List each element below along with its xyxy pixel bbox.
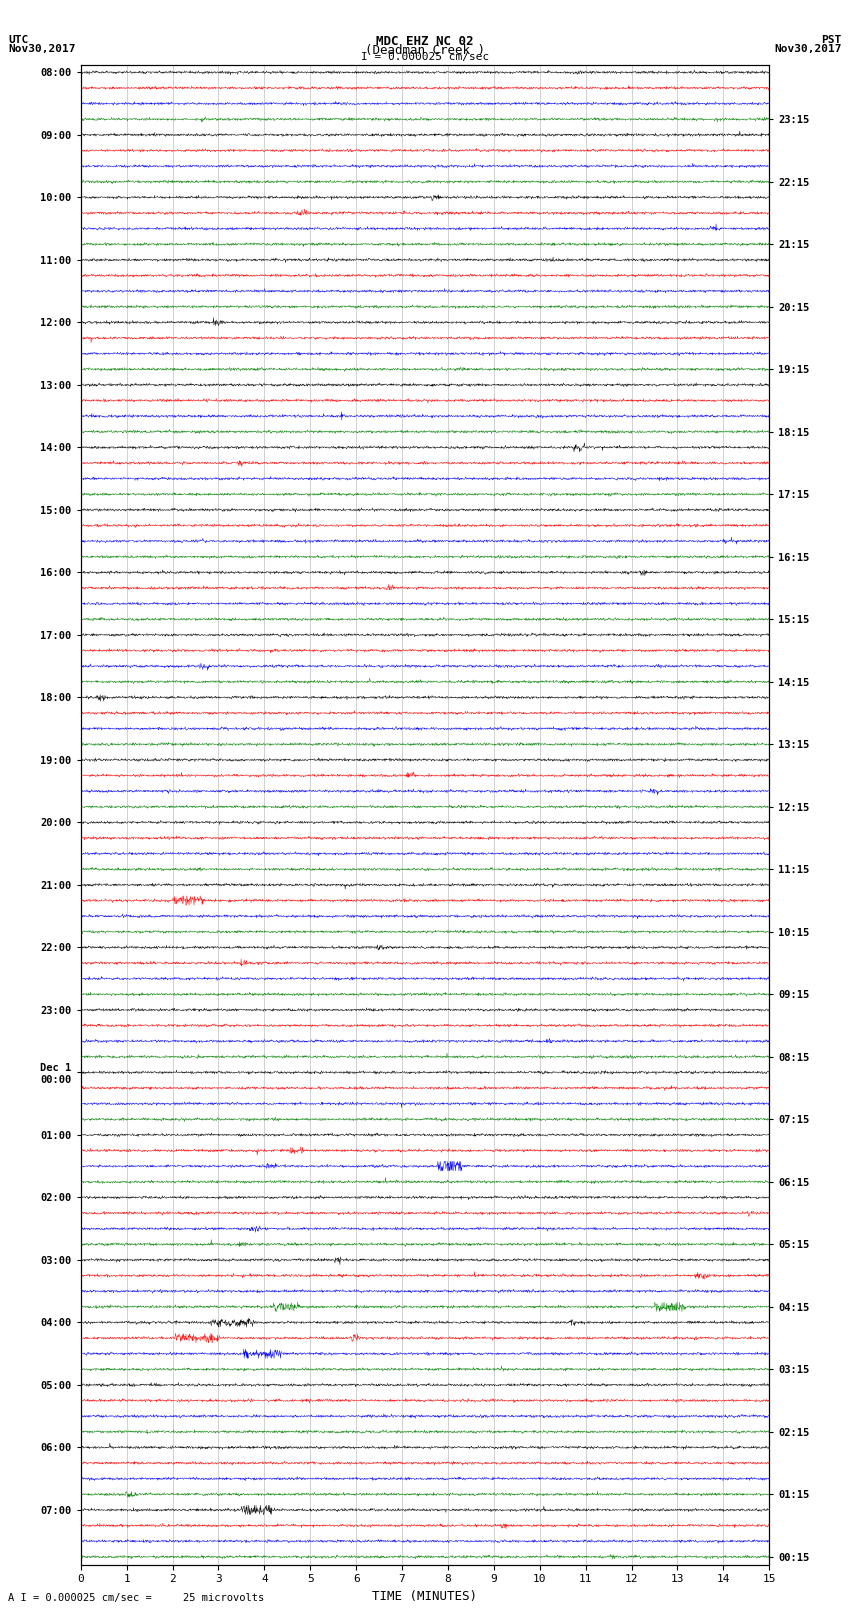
Text: PST: PST xyxy=(821,35,842,45)
Text: A I = 0.000025 cm/sec =     25 microvolts: A I = 0.000025 cm/sec = 25 microvolts xyxy=(8,1594,264,1603)
Text: MDC EHZ NC 02: MDC EHZ NC 02 xyxy=(377,35,473,48)
X-axis label: TIME (MINUTES): TIME (MINUTES) xyxy=(372,1590,478,1603)
Text: (Deadman Creek ): (Deadman Creek ) xyxy=(365,44,485,56)
Text: I = 0.000025 cm/sec: I = 0.000025 cm/sec xyxy=(361,52,489,63)
Text: UTC: UTC xyxy=(8,35,29,45)
Text: Nov30,2017: Nov30,2017 xyxy=(774,44,842,53)
Text: Nov30,2017: Nov30,2017 xyxy=(8,44,76,53)
